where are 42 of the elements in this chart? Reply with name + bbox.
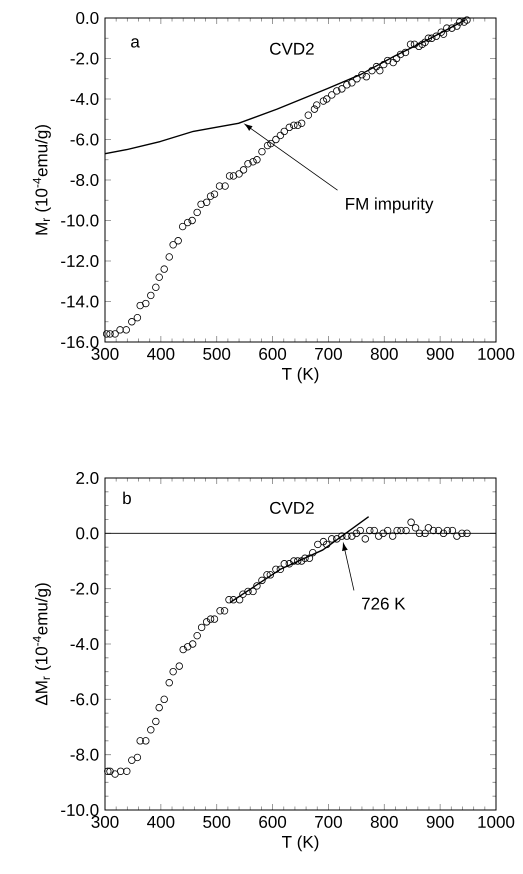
x-tick-label: 400: [147, 816, 174, 828]
y-tick-label: -10.0: [61, 214, 98, 227]
annotation: b: [123, 492, 131, 504]
x-tick-label: 600: [259, 816, 286, 828]
x-tick-label: 900: [426, 816, 454, 828]
y-tick-label: -6.0: [70, 133, 98, 146]
y-tick-label: -8.0: [70, 174, 98, 186]
y-tick-label: -4.0: [70, 638, 98, 650]
x-tick-label: 1000: [478, 816, 514, 828]
y-tick-label: -2.0: [70, 582, 98, 595]
y-tick-label: -14.0: [61, 295, 98, 308]
annotation: 726 K: [362, 598, 406, 610]
y-tick-label: -6.0: [70, 693, 98, 706]
annotation: CVD2: [270, 502, 314, 514]
x-tick-label: 800: [370, 816, 398, 828]
x-tick-label: 600: [259, 348, 286, 360]
y-tick-label: -16.0: [61, 336, 98, 348]
x-tick-label: 700: [315, 348, 342, 360]
y-axis-title: ΔM$_{r}$ (10$^{-4}$emu/g): [32, 583, 51, 706]
x-tick-label: 300: [91, 348, 119, 360]
x-tick-label: 300: [91, 816, 119, 828]
y-tick-label: -12.0: [61, 254, 98, 268]
x-tick-label: 800: [370, 348, 398, 360]
x-tick-label: 900: [426, 348, 454, 360]
annotation: CVD2: [270, 42, 314, 55]
y-tick-label: 0.0: [76, 527, 98, 540]
y-tick-label: 0.0: [76, 12, 98, 24]
y-axis-title: M$_{r}$ (10$^{-4}$emu/g): [32, 125, 51, 235]
x-axis-title: T (K): [282, 367, 318, 384]
y-tick-label: -8.0: [70, 748, 98, 761]
x-tick-label: 700: [315, 816, 342, 828]
y-tick-label: -4.0: [70, 92, 98, 106]
annotation: FM impurity: [346, 197, 434, 214]
annotation: a: [131, 38, 140, 48]
y-tick-label: -10.0: [61, 804, 98, 816]
x-tick-label: 1000: [478, 348, 514, 360]
x-axis-title: T (K): [282, 835, 318, 852]
x-tick-label: 500: [203, 348, 230, 360]
x-tick-label: 500: [203, 816, 230, 828]
y-tick-label: 2.0: [76, 472, 98, 484]
y-tick-label: -2.0: [70, 52, 98, 65]
x-tick-label: 400: [147, 348, 174, 360]
